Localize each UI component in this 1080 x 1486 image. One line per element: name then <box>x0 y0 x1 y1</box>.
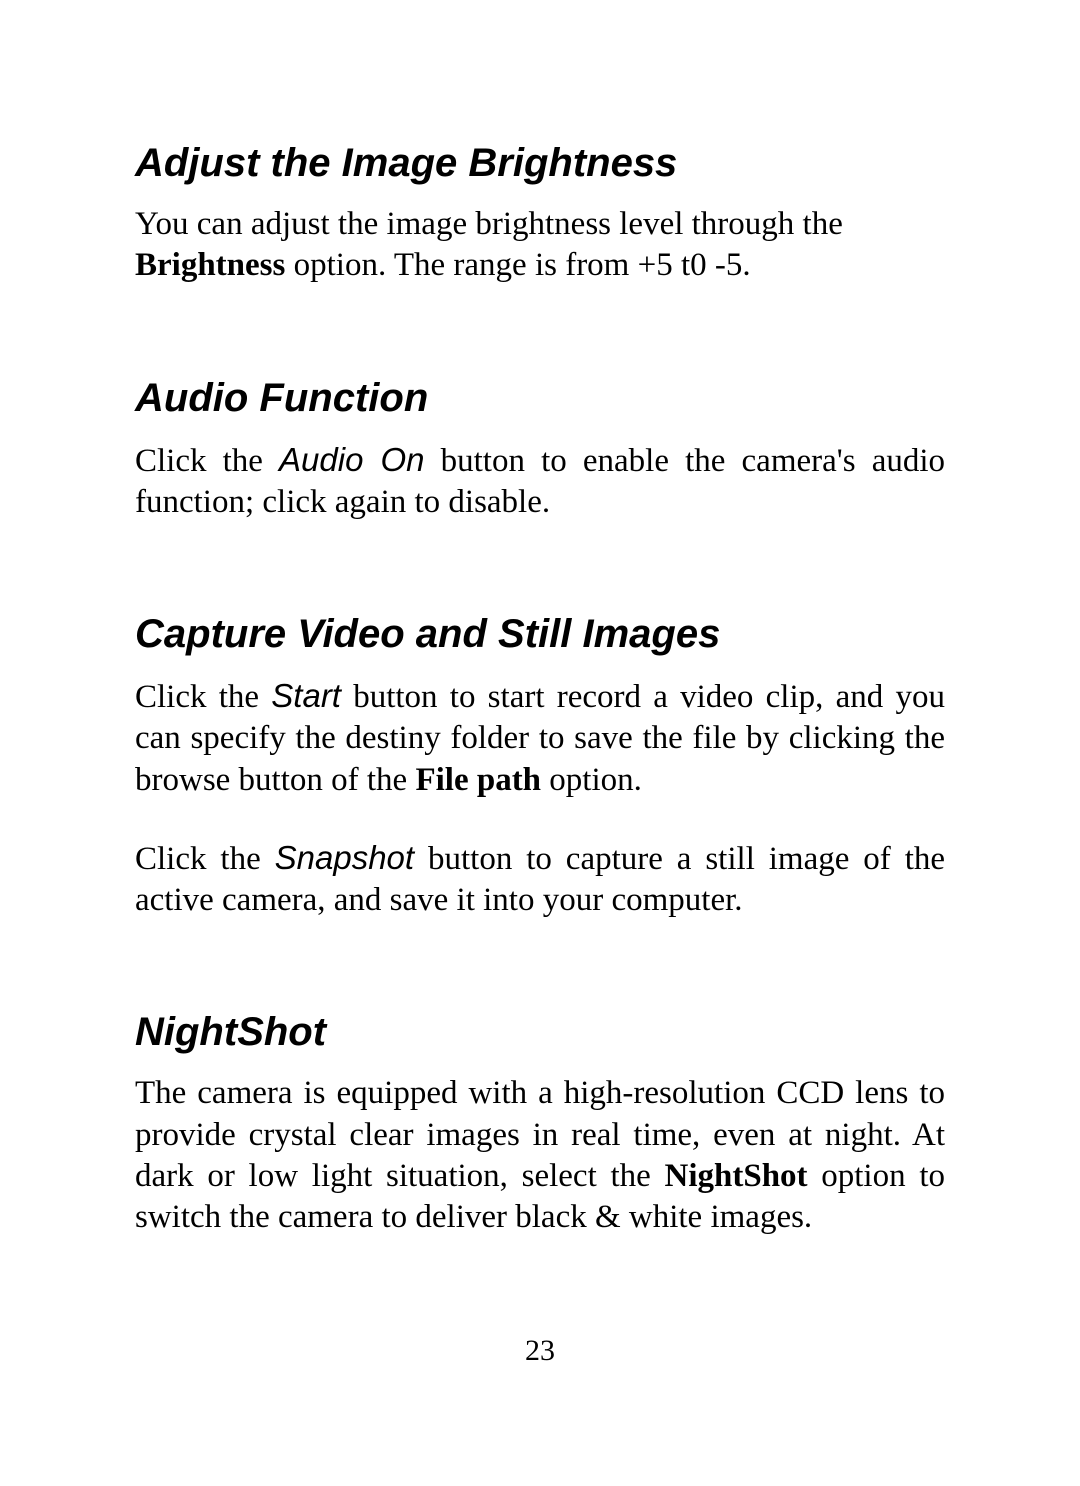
section-paragraph: Click the Audio On button to enable the … <box>135 439 945 524</box>
text-run: File path <box>415 762 541 798</box>
text-run: option. <box>541 762 642 798</box>
section-gap <box>135 287 945 375</box>
text-run: Click the <box>135 679 271 715</box>
text-run: Click the <box>135 443 279 479</box>
text-run: Click the <box>135 841 275 877</box>
document-page: Adjust the Image Brightness You can adju… <box>0 0 1080 1486</box>
section-paragraph: You can adjust the image brightness leve… <box>135 204 945 287</box>
section-heading: Audio Function <box>135 375 945 421</box>
section-heading: Capture Video and Still Images <box>135 611 945 657</box>
text-run: You can adjust the image brightness leve… <box>135 206 843 242</box>
text-run: Snapshot <box>275 839 414 876</box>
text-run: option. The range is from +5 t0 -5. <box>285 247 750 283</box>
section-gap <box>135 921 945 1009</box>
section-paragraph: The camera is equipped with a high-resol… <box>135 1073 945 1238</box>
section-paragraph: Click the Snapshot button to capture a s… <box>135 837 945 922</box>
paragraph-gap <box>135 801 945 837</box>
section-gap <box>135 523 945 611</box>
section-heading: NightShot <box>135 1009 945 1055</box>
page-number: 23 <box>0 1334 1080 1368</box>
section-paragraph: Click the Start button to start record a… <box>135 675 945 801</box>
text-run: Start <box>271 677 341 714</box>
text-run: Brightness <box>135 247 285 283</box>
text-run: NightShot <box>665 1158 808 1194</box>
text-run: Audio On <box>279 441 424 478</box>
section-heading: Adjust the Image Brightness <box>135 140 945 186</box>
